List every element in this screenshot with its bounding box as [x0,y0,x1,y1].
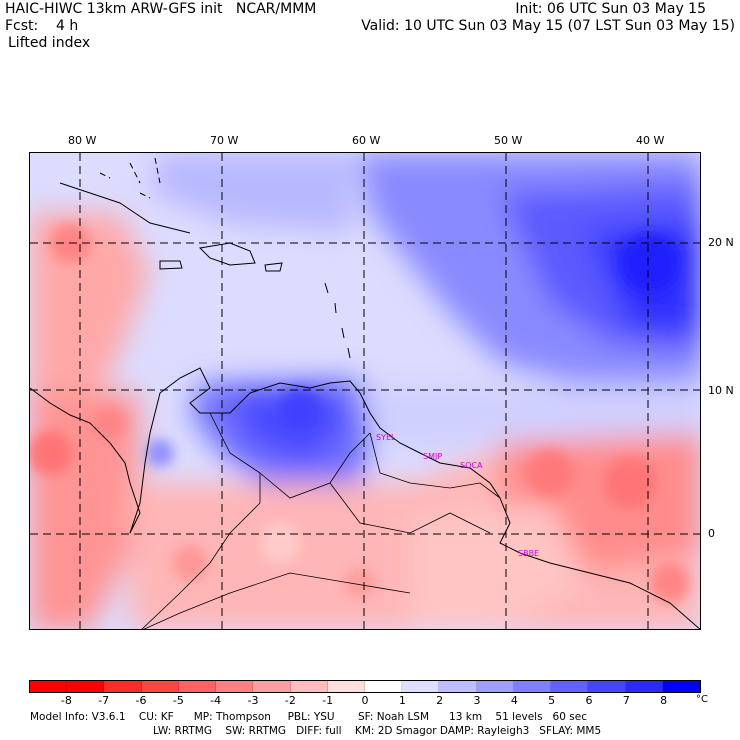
field-name: Lifted index [8,35,91,51]
colorbar-swatch [30,681,68,692]
colorbar-tick-label: -2 [284,694,296,707]
colorbar-swatch [402,681,440,692]
colorbar-swatch [439,681,477,692]
colorbar-tick-label: -1 [322,694,334,707]
lifted-index-map: SYEL SMJP SOCA SBBE [29,152,701,630]
colorbar-swatch [67,681,105,692]
colorbar-swatch [364,681,403,692]
colorbar-swatch [662,681,700,692]
colorbar-tick-label: 7 [622,694,630,707]
colorbar-swatch [290,681,328,692]
coast-bahamas [99,157,161,199]
colorbar-tick-label: -5 [172,694,184,707]
border-guianas [369,432,501,499]
header-valid: Valid: 10 UTC Sun 03 May 15 (07 LST Sun … [361,18,735,34]
colorbar-tick-label: 4 [510,694,518,707]
lon-label-40w: 40 W [636,134,665,147]
colorbar-swatch [216,681,254,692]
colorbar-tick-label: -7 [98,694,110,707]
colorbar [29,680,701,693]
lat-label-20n: 20 N [708,236,734,249]
colorbar-tick-label: 5 [548,694,556,707]
colorbar-swatch [513,681,552,692]
border-brazil-north [329,482,491,534]
station-soca: SOCA [460,461,483,470]
lon-label-50w: 50 W [494,134,523,147]
colorbar-tick-label: -6 [135,694,147,707]
colorbar-swatch [588,681,626,692]
station-syel: SYEL [376,433,396,442]
model-info-line1: Model Info: V3.6.1 CU: KF MP: Thompson P… [30,711,587,723]
border-colombia [141,412,261,629]
station-sbbe: SBBE [518,549,540,558]
header-title: HAIC-HIWC 13km ARW-GFS init NCAR/MMM [5,1,317,17]
colorbar-swatch [104,681,142,692]
model-info-line2: LW: RRTMG SW: RRTMG DIFF: full KM: 2D Sm… [153,725,602,737]
colorbar-tick-label: 3 [473,694,481,707]
colorbar-tick-label: 0 [361,694,369,707]
coast-jamaica [159,260,183,270]
lat-label-10n: 10 N [708,384,734,397]
coast-brazil [519,552,700,629]
colorbar-tick-label: 8 [660,694,668,707]
coast-antilles [324,282,351,359]
colorbar-swatch [327,681,365,692]
station-smjp: SMJP [423,452,443,461]
colorbar-swatch [551,681,589,692]
field-noise [30,223,690,603]
colorbar-swatch [476,681,514,692]
coast-south-america [129,367,521,554]
coast-cuba [59,182,191,234]
coast-central-america [30,387,141,534]
colorbar-swatch [178,681,217,692]
map-canvas [30,153,700,629]
colorbar-tick-label: -4 [210,694,222,707]
coast-puerto-rico [264,262,283,272]
lon-label-60w: 60 W [352,134,381,147]
colorbar-unit: °C [696,694,708,705]
header-init: Init: 06 UTC Sun 03 May 15 [515,1,706,17]
lat-label-0: 0 [708,527,715,540]
border-brazil-west [143,572,411,629]
lon-label-80w: 80 W [68,134,97,147]
colorbar-tick-label: -3 [247,694,259,707]
coastlines [30,157,700,629]
colorbar-tick-label: 1 [398,694,406,707]
colorbar-tick-label: 2 [436,694,444,707]
colorbar-swatch [141,681,179,692]
graticule [30,153,700,629]
colorbar-tick-label: -8 [60,694,72,707]
lon-label-70w: 70 W [210,134,239,147]
colorbar-tick-label: 6 [585,694,593,707]
colorbar-swatch [625,681,663,692]
header-fcst: Fcst: 4 h [5,18,79,34]
colorbar-swatch [253,681,291,692]
